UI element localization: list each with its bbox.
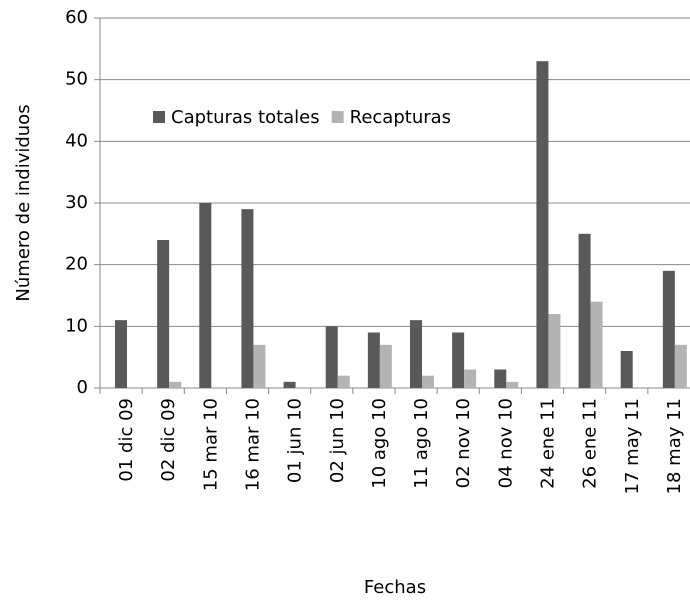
bar [464, 369, 477, 388]
y-axis-title: Número de individuos [13, 104, 34, 301]
y-tick-label: 0 [77, 377, 88, 398]
x-tick-label: 02 nov 10 [453, 398, 474, 488]
legend-swatch [153, 111, 165, 123]
bar [662, 270, 675, 388]
bar [590, 301, 603, 388]
x-axis-title: Fechas [364, 577, 426, 598]
x-tick-label: 26 ene 11 [580, 398, 601, 489]
y-tick-label: 30 [65, 192, 88, 213]
bar [548, 314, 561, 388]
x-tick-label: 04 nov 10 [495, 398, 516, 488]
bar [452, 332, 465, 388]
bar [379, 344, 392, 388]
x-tick-label: 11 ago 10 [411, 398, 432, 489]
bar [422, 375, 434, 388]
x-tick-label: 01 dic 09 [116, 398, 137, 482]
legend-label: Recapturas [350, 107, 451, 128]
y-tick-label: 40 [65, 130, 88, 151]
x-tick-label: 01 jun 10 [285, 398, 306, 483]
bar [169, 381, 182, 388]
bar [620, 351, 633, 388]
bar [337, 375, 350, 388]
bar [536, 61, 549, 389]
bar [506, 381, 519, 388]
bar [199, 203, 212, 388]
bar [253, 344, 266, 388]
x-tick-label: 17 may 11 [622, 398, 643, 494]
x-tick-label: 24 ene 11 [538, 398, 559, 489]
bar [241, 209, 254, 388]
x-tick-label: 02 dic 09 [158, 398, 179, 482]
bar [157, 240, 170, 388]
y-tick-label: 60 [65, 7, 88, 28]
bar [367, 332, 380, 388]
bar [283, 381, 296, 388]
bar [674, 344, 687, 388]
y-tick-label: 10 [65, 315, 88, 336]
x-tick-label: 02 jun 10 [327, 398, 348, 483]
bar [115, 320, 127, 388]
bar [410, 320, 422, 388]
legend-label: Capturas totales [171, 107, 320, 128]
x-tick-label: 18 may 11 [664, 398, 685, 494]
bar [494, 369, 507, 388]
x-tick-label: 10 ago 10 [369, 398, 390, 489]
x-tick-label: 16 mar 10 [243, 398, 264, 491]
x-tick-label: 15 mar 10 [200, 398, 221, 491]
bar [578, 233, 591, 388]
y-tick-label: 20 [65, 254, 88, 275]
bar [325, 326, 338, 388]
y-tick-label: 50 [65, 69, 88, 90]
legend-swatch [331, 111, 344, 123]
